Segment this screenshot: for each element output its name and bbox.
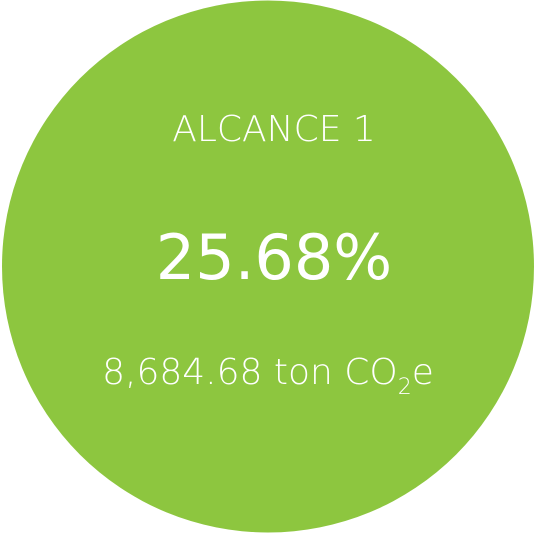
amount-suffix: e bbox=[412, 352, 434, 393]
amount-main: 8,684.68 ton CO bbox=[102, 352, 398, 393]
amount: 8,684.68 ton CO2e bbox=[102, 352, 434, 400]
title: ALCANCE 1 bbox=[172, 109, 376, 150]
percent: 25.68% bbox=[156, 221, 392, 294]
amount-subscript: 2 bbox=[398, 375, 412, 400]
